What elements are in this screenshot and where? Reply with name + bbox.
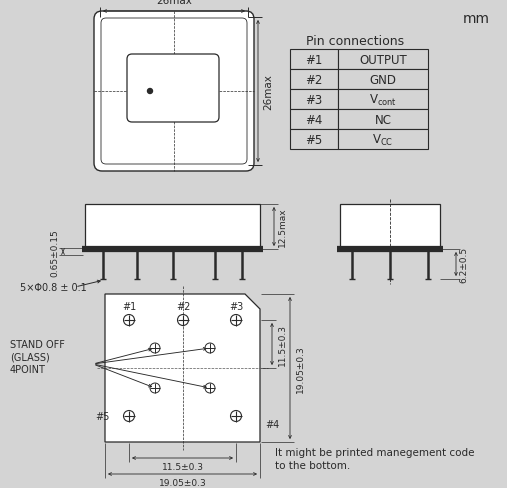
Bar (338, 110, 428, 130)
Text: #4: #4 (265, 419, 279, 429)
Bar (340, 204, 440, 249)
Circle shape (148, 89, 153, 94)
Text: NC: NC (375, 113, 391, 126)
Text: #2: #2 (176, 302, 190, 311)
Bar (338, 70, 428, 90)
Text: #2: #2 (305, 73, 322, 86)
Text: Pin connections: Pin connections (306, 35, 404, 48)
Bar (290, 90, 338, 110)
Bar (290, 110, 338, 130)
Text: 19.05±0.3: 19.05±0.3 (159, 479, 206, 488)
Text: #1: #1 (305, 53, 322, 66)
FancyBboxPatch shape (127, 55, 219, 123)
Bar (290, 50, 338, 70)
Text: 6.2±0.5: 6.2±0.5 (459, 246, 468, 283)
Bar (290, 130, 338, 150)
Bar (338, 90, 428, 110)
Text: GND: GND (370, 73, 396, 86)
Text: 19.05±0.3: 19.05±0.3 (296, 345, 305, 392)
Text: 5×Φ0.8 ± 0.1: 5×Φ0.8 ± 0.1 (20, 283, 87, 292)
Bar (338, 130, 428, 150)
Text: V$_{\mathrm{cont}}$: V$_{\mathrm{cont}}$ (369, 92, 397, 107)
Text: 11.5±0.3: 11.5±0.3 (162, 463, 203, 471)
Text: 0.65±0.15: 0.65±0.15 (51, 229, 59, 276)
Bar (338, 50, 428, 70)
Bar (290, 70, 338, 90)
Bar (85, 204, 260, 249)
Text: It might be printed manegement code
to the bottom.: It might be printed manegement code to t… (275, 447, 475, 470)
Text: #3: #3 (305, 93, 322, 106)
Text: OUTPUT: OUTPUT (359, 53, 407, 66)
Text: STAND OFF
(GLASS)
4POINT: STAND OFF (GLASS) 4POINT (10, 339, 65, 374)
Text: #5: #5 (305, 133, 322, 146)
Text: 26max: 26max (263, 74, 273, 110)
Text: #4: #4 (305, 113, 322, 126)
Text: #1: #1 (122, 302, 136, 311)
Text: mm: mm (463, 12, 490, 26)
Text: 11.5±0.3: 11.5±0.3 (277, 324, 286, 365)
Text: 12.5max: 12.5max (277, 207, 286, 247)
Text: V$_{\mathrm{CC}}$: V$_{\mathrm{CC}}$ (372, 132, 393, 147)
PathPatch shape (105, 294, 260, 442)
Text: 26max: 26max (156, 0, 192, 6)
Text: #3: #3 (229, 302, 243, 311)
FancyBboxPatch shape (94, 12, 254, 172)
Text: #5: #5 (96, 411, 110, 421)
